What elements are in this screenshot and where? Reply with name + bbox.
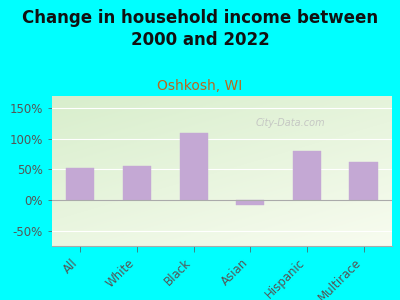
Bar — [123, 167, 151, 200]
Text: Change in household income between
2000 and 2022: Change in household income between 2000 … — [22, 9, 378, 49]
Bar — [66, 168, 94, 200]
Text: Oshkosh, WI: Oshkosh, WI — [157, 80, 243, 94]
Bar — [180, 133, 208, 200]
Text: City-Data.com: City-Data.com — [255, 118, 325, 128]
Bar — [236, 200, 264, 205]
Bar — [350, 161, 378, 200]
Bar — [293, 151, 321, 200]
